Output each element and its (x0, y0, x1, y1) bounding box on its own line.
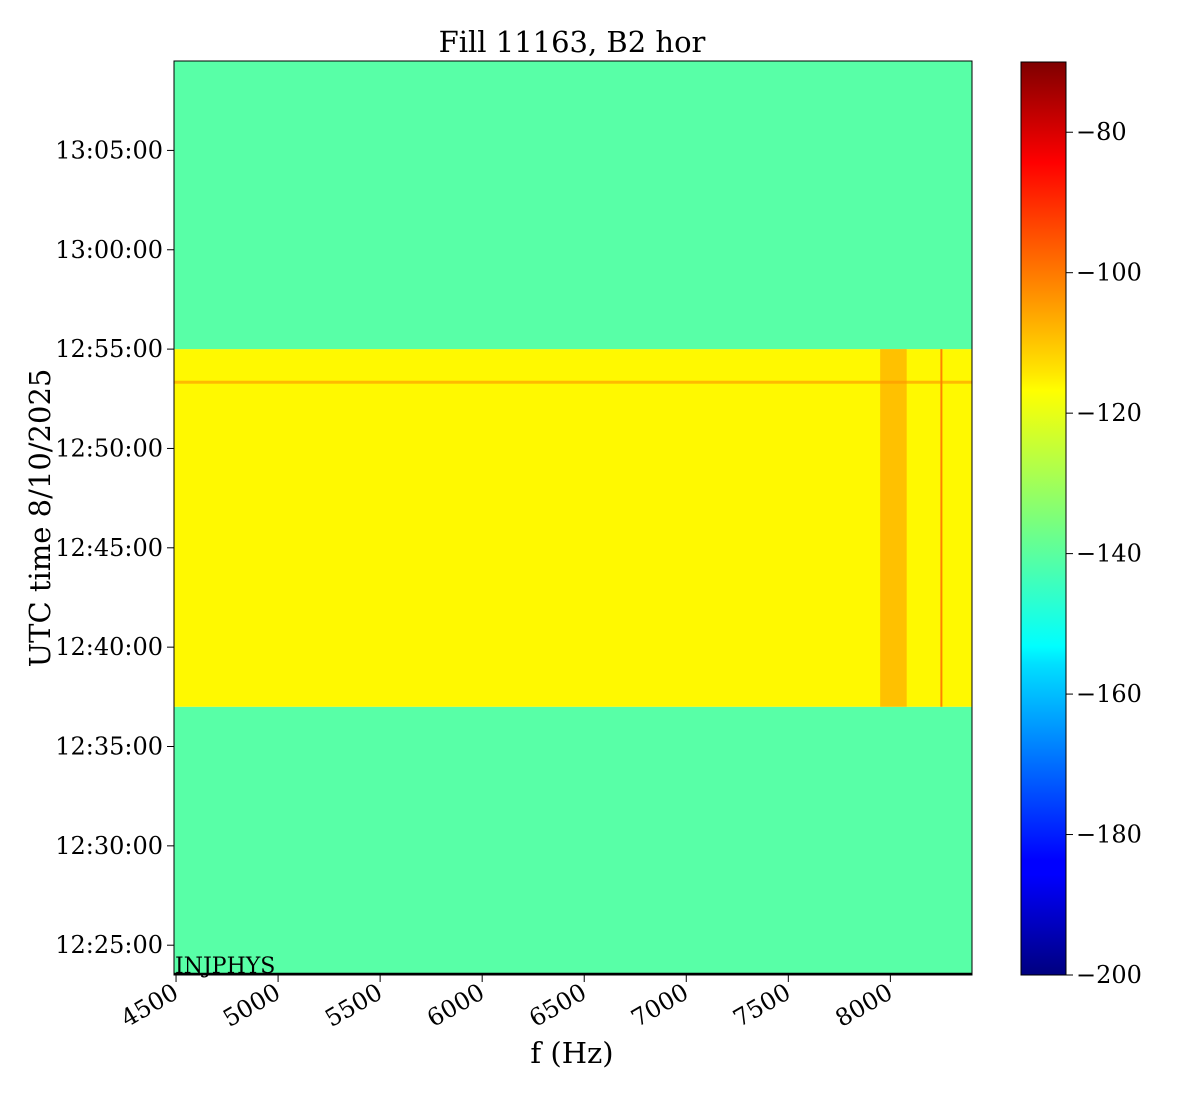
x-tick-label: 5500 (320, 978, 387, 1033)
y-axis-label: UTC time 8/10/2025 (23, 369, 57, 668)
colorbar-tick-label: −180 (1076, 821, 1142, 849)
colorbar-gradient (1020, 61, 1067, 976)
colorbar-tick-label: −80 (1076, 118, 1127, 146)
region-active (174, 349, 972, 707)
colorbar-tick-label: −200 (1076, 961, 1142, 989)
x-tick-label: 6000 (422, 978, 489, 1033)
y-tick-label: 12:35:00 (55, 733, 163, 761)
chart-title: Fill 11163, B2 hor (439, 25, 706, 59)
x-axis: 4500 5000 5500 6000 6500 7000 7500 8000 (116, 975, 897, 1033)
y-tick-label: 12:50:00 (55, 434, 163, 462)
y-tick-label: 12:55:00 (55, 335, 163, 363)
x-axis-label: f (Hz) (530, 1036, 613, 1070)
feature-horizontal-line (174, 380, 972, 384)
colorbar-tick-label: −140 (1076, 540, 1142, 568)
colorbar-axis: −80 −100 −120 −140 −160 −180 −200 (1066, 118, 1142, 989)
y-tick-label: 12:40:00 (55, 633, 163, 661)
colorbar-tick-label: −100 (1076, 259, 1142, 287)
y-tick-label: 12:45:00 (55, 534, 163, 562)
y-tick-label: 12:25:00 (55, 931, 163, 959)
plot-frame (173, 60, 973, 976)
region-after (174, 61, 972, 350)
colorbar-tick-label: −120 (1076, 399, 1142, 427)
y-tick-label: 12:30:00 (55, 832, 163, 860)
colorbar: −80 −100 −120 −140 −160 −180 −200 (1020, 61, 1142, 989)
feature-vertical-line (940, 349, 943, 707)
y-tick-label: 13:05:00 (55, 136, 163, 164)
x-tick-label: 8000 (830, 978, 897, 1033)
region-before (174, 706, 972, 975)
x-tick-label: 6500 (524, 978, 591, 1033)
feature-vertical-band (880, 349, 907, 707)
x-tick-label: 7500 (728, 978, 795, 1033)
y-axis: 12:25:00 12:30:00 12:35:00 12:40:00 12:45:00… (55, 136, 174, 959)
y-tick-label: 13:00:00 (55, 236, 163, 264)
x-tick-label: 5000 (218, 978, 285, 1033)
x-tick-label: 4500 (116, 978, 183, 1033)
heatmap: INJPHYS (173, 60, 973, 979)
x-tick-label: 7000 (626, 978, 693, 1033)
colorbar-tick-label: −160 (1076, 680, 1142, 708)
